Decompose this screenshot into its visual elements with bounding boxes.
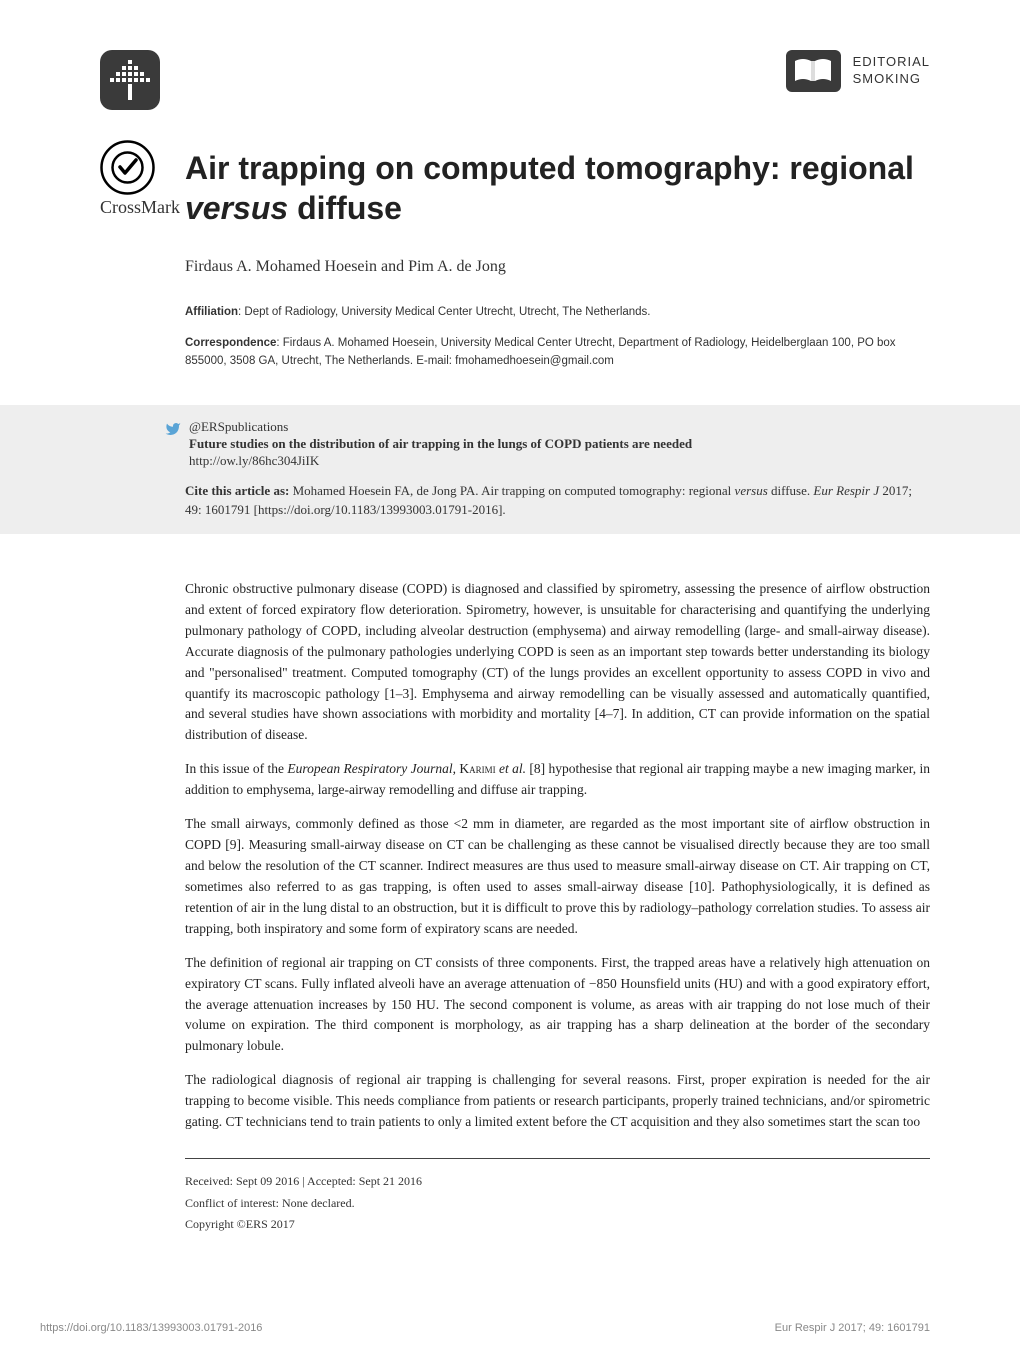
article-title: Air trapping on computed tomography: reg… <box>185 148 930 228</box>
twitter-icon <box>165 421 181 442</box>
conflict-interest: Conflict of interest: None declared. <box>185 1193 930 1215</box>
category-line2: SMOKING <box>853 71 930 88</box>
paragraph-5: The radiological diagnosis of regional a… <box>185 1070 930 1133</box>
footer-rule <box>185 1158 930 1159</box>
category-block: EDITORIAL SMOKING <box>786 50 930 92</box>
journal-logo-icon <box>100 50 160 110</box>
body-text: Chronic obstructive pulmonary disease (C… <box>185 579 930 1133</box>
page-footer: https://doi.org/10.1183/13993003.01791-2… <box>0 1322 1020 1334</box>
footer-citation: Eur Respir J 2017; 49: 1601791 <box>775 1322 930 1334</box>
ers-handle[interactable]: @ERSpublications <box>189 419 692 435</box>
paragraph-2: In this issue of the European Respirator… <box>185 759 930 801</box>
paragraph-4: The definition of regional air trapping … <box>185 953 930 1058</box>
highlight-link[interactable]: http://ow.ly/86hc304JiIK <box>189 453 692 469</box>
correspondence: Correspondence: Firdaus A. Mohamed Hoese… <box>185 335 930 370</box>
received-accepted: Received: Sept 09 2016 | Accepted: Sept … <box>185 1171 930 1193</box>
highlight-box: @ERSpublications Future studies on the d… <box>0 405 1020 534</box>
book-icon <box>786 50 841 92</box>
paragraph-1: Chronic obstructive pulmonary disease (C… <box>185 579 930 746</box>
paragraph-3: The small airways, commonly defined as t… <box>185 814 930 940</box>
cite-block: Cite this article as: Mohamed Hoesein FA… <box>185 481 930 520</box>
category-line1: EDITORIAL <box>853 54 930 71</box>
header-row: EDITORIAL SMOKING <box>100 50 930 110</box>
authors: Firdaus A. Mohamed Hoesein and Pim A. de… <box>185 258 930 276</box>
copyright: Copyright ©ERS 2017 <box>185 1214 930 1236</box>
affiliation: Affiliation: Dept of Radiology, Universi… <box>185 304 930 321</box>
footer-meta: Received: Sept 09 2016 | Accepted: Sept … <box>185 1171 930 1236</box>
footer-doi[interactable]: https://doi.org/10.1183/13993003.01791-2… <box>40 1322 262 1334</box>
highlight-headline: Future studies on the distribution of ai… <box>189 435 692 453</box>
crossmark-icon <box>100 140 155 195</box>
